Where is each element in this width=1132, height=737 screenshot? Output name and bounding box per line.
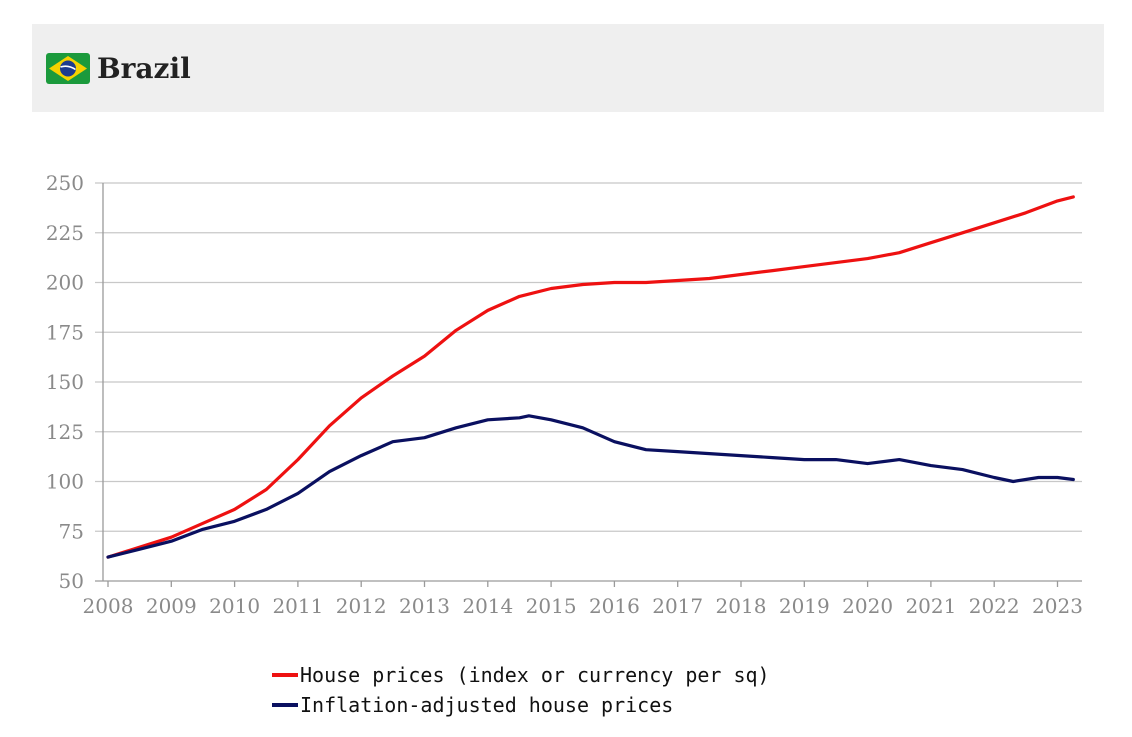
y-tick-label: 150 bbox=[46, 370, 84, 394]
x-tick-label: 2014 bbox=[462, 594, 513, 618]
y-axis-ticks: 50 75 100 125 150 175 200 225 250 bbox=[46, 171, 84, 593]
x-tick-label: 2018 bbox=[716, 594, 767, 618]
x-tick-label: 2023 bbox=[1032, 594, 1083, 618]
x-tick-label: 2010 bbox=[209, 594, 260, 618]
x-tick-label: 2015 bbox=[526, 594, 577, 618]
y-tick-label: 100 bbox=[46, 470, 84, 494]
y-tick-label: 125 bbox=[46, 420, 84, 444]
x-axis-ticks: 2008 2009 2010 2011 2012 2013 2014 2015 2016 2017… bbox=[83, 581, 1083, 618]
x-tick-label: 2013 bbox=[399, 594, 450, 618]
legend-label-inflation-adjusted: Inflation-adjusted house prices bbox=[300, 693, 674, 717]
x-tick-label: 2019 bbox=[779, 594, 830, 618]
x-tick-label: 2009 bbox=[146, 594, 197, 618]
legend-swatch-house-prices bbox=[272, 673, 298, 677]
brazil-flag-icon bbox=[46, 52, 90, 84]
x-tick-label: 2011 bbox=[272, 594, 323, 618]
y-tick-label: 250 bbox=[46, 171, 84, 195]
x-tick-label: 2017 bbox=[652, 594, 703, 618]
chart-grid bbox=[95, 182, 1082, 582]
legend-item-inflation-adjusted: Inflation-adjusted house prices bbox=[272, 690, 770, 720]
legend-label-house-prices: House prices (index or currency per sq) bbox=[300, 663, 770, 687]
y-tick-label: 175 bbox=[46, 320, 84, 344]
x-tick-label: 2021 bbox=[905, 594, 956, 618]
x-tick-label: 2020 bbox=[842, 594, 893, 618]
y-tick-label: 225 bbox=[46, 221, 84, 245]
page-title: Brazil bbox=[97, 51, 191, 85]
legend-swatch-inflation-adjusted bbox=[272, 703, 298, 707]
series-line-inflation-adjusted bbox=[106, 414, 1075, 559]
y-tick-label: 200 bbox=[46, 271, 84, 295]
y-tick-label: 75 bbox=[59, 519, 84, 543]
chart-series bbox=[106, 195, 1075, 559]
x-tick-label: 2016 bbox=[589, 594, 640, 618]
chart-legend: House prices (index or currency per sq) … bbox=[272, 660, 770, 720]
x-tick-label: 2022 bbox=[969, 594, 1020, 618]
legend-item-house-prices: House prices (index or currency per sq) bbox=[272, 660, 770, 690]
page-header: Brazil bbox=[32, 24, 1104, 112]
y-tick-label: 50 bbox=[59, 569, 84, 593]
series-line-house-prices bbox=[106, 195, 1075, 559]
x-tick-label: 2012 bbox=[336, 594, 387, 618]
x-tick-label: 2008 bbox=[83, 594, 134, 618]
